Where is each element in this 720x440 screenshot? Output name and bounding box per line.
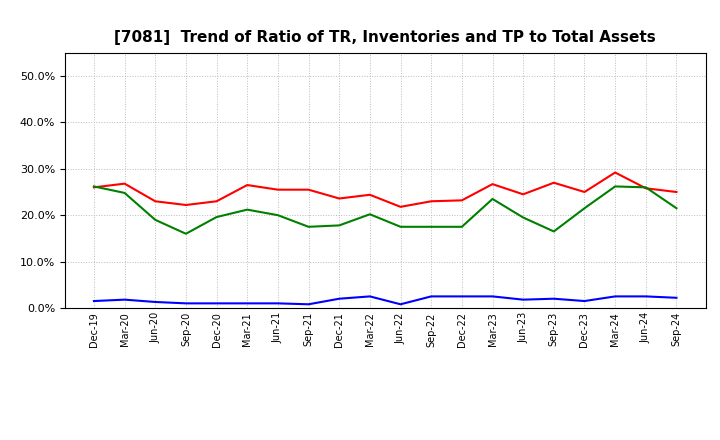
- Inventories: [212, 301, 221, 306]
- Trade Receivables: [366, 192, 374, 198]
- Inventories: [549, 296, 558, 301]
- Trade Payables: [457, 224, 466, 229]
- Trade Payables: [212, 214, 221, 220]
- Trade Receivables: [642, 186, 650, 191]
- Trade Payables: [519, 215, 528, 220]
- Trade Payables: [120, 190, 129, 195]
- Trade Receivables: [457, 198, 466, 203]
- Inventories: [305, 302, 313, 307]
- Trade Payables: [672, 205, 681, 211]
- Trade Receivables: [427, 198, 436, 204]
- Inventories: [335, 296, 343, 301]
- Inventories: [457, 294, 466, 299]
- Trade Receivables: [120, 181, 129, 186]
- Inventories: [427, 294, 436, 299]
- Inventories: [274, 301, 282, 306]
- Trade Payables: [274, 213, 282, 218]
- Trade Receivables: [274, 187, 282, 192]
- Trade Payables: [427, 224, 436, 229]
- Inventories: [120, 297, 129, 302]
- Inventories: [89, 298, 98, 304]
- Trade Payables: [89, 184, 98, 189]
- Trade Receivables: [549, 180, 558, 185]
- Trade Receivables: [396, 204, 405, 209]
- Inventories: [151, 299, 160, 304]
- Trade Receivables: [672, 189, 681, 194]
- Inventories: [396, 302, 405, 307]
- Trade Receivables: [212, 198, 221, 204]
- Trade Receivables: [519, 192, 528, 197]
- Line: Trade Payables: Trade Payables: [94, 187, 677, 234]
- Trade Receivables: [151, 198, 160, 204]
- Trade Payables: [642, 185, 650, 190]
- Trade Receivables: [89, 185, 98, 190]
- Inventories: [580, 298, 589, 304]
- Trade Receivables: [335, 196, 343, 201]
- Trade Payables: [611, 184, 619, 189]
- Line: Inventories: Inventories: [94, 297, 677, 304]
- Inventories: [672, 295, 681, 301]
- Trade Payables: [488, 196, 497, 202]
- Inventories: [181, 301, 190, 306]
- Trade Payables: [181, 231, 190, 236]
- Inventories: [611, 294, 619, 299]
- Inventories: [642, 294, 650, 299]
- Line: Trade Receivables: Trade Receivables: [94, 172, 677, 207]
- Trade Receivables: [488, 181, 497, 187]
- Trade Payables: [243, 207, 251, 212]
- Inventories: [366, 294, 374, 299]
- Trade Receivables: [243, 183, 251, 188]
- Trade Payables: [396, 224, 405, 229]
- Trade Payables: [151, 217, 160, 223]
- Inventories: [488, 294, 497, 299]
- Trade Payables: [366, 212, 374, 217]
- Title: [7081]  Trend of Ratio of TR, Inventories and TP to Total Assets: [7081] Trend of Ratio of TR, Inventories…: [114, 29, 656, 45]
- Trade Payables: [580, 205, 589, 211]
- Trade Payables: [335, 223, 343, 228]
- Trade Receivables: [611, 170, 619, 175]
- Trade Receivables: [305, 187, 313, 192]
- Trade Receivables: [181, 202, 190, 208]
- Trade Receivables: [580, 189, 589, 194]
- Trade Payables: [549, 229, 558, 234]
- Inventories: [519, 297, 528, 302]
- Trade Payables: [305, 224, 313, 229]
- Inventories: [243, 301, 251, 306]
